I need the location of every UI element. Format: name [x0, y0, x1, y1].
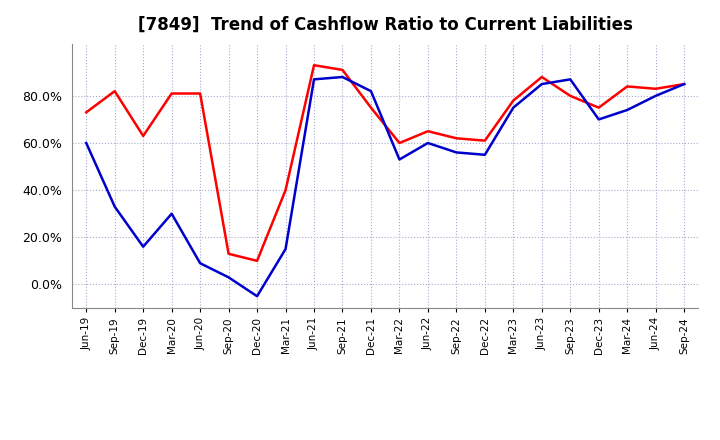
- Free CF to Current Liabilities: [537, 81, 546, 87]
- Operating CF to Current Liabilities: [282, 187, 290, 193]
- Operating CF to Current Liabilities: [537, 74, 546, 80]
- Free CF to Current Liabilities: [366, 88, 375, 94]
- Free CF to Current Liabilities: [196, 260, 204, 266]
- Operating CF to Current Liabilities: [452, 136, 461, 141]
- Operating CF to Current Liabilities: [139, 133, 148, 139]
- Free CF to Current Liabilities: [82, 140, 91, 146]
- Free CF to Current Liabilities: [225, 275, 233, 280]
- Free CF to Current Liabilities: [310, 77, 318, 82]
- Free CF to Current Liabilities: [509, 105, 518, 110]
- Operating CF to Current Liabilities: [310, 62, 318, 68]
- Free CF to Current Liabilities: [282, 246, 290, 252]
- Operating CF to Current Liabilities: [566, 93, 575, 99]
- Operating CF to Current Liabilities: [480, 138, 489, 143]
- Free CF to Current Liabilities: [338, 74, 347, 80]
- Operating CF to Current Liabilities: [623, 84, 631, 89]
- Operating CF to Current Liabilities: [680, 81, 688, 87]
- Free CF to Current Liabilities: [110, 204, 119, 209]
- Free CF to Current Liabilities: [253, 293, 261, 299]
- Free CF to Current Liabilities: [167, 211, 176, 216]
- Operating CF to Current Liabilities: [225, 251, 233, 257]
- Free CF to Current Liabilities: [139, 244, 148, 249]
- Free CF to Current Liabilities: [480, 152, 489, 158]
- Operating CF to Current Liabilities: [423, 128, 432, 134]
- Free CF to Current Liabilities: [566, 77, 575, 82]
- Title: [7849]  Trend of Cashflow Ratio to Current Liabilities: [7849] Trend of Cashflow Ratio to Curren…: [138, 16, 633, 34]
- Operating CF to Current Liabilities: [196, 91, 204, 96]
- Free CF to Current Liabilities: [395, 157, 404, 162]
- Operating CF to Current Liabilities: [338, 67, 347, 73]
- Operating CF to Current Liabilities: [395, 140, 404, 146]
- Operating CF to Current Liabilities: [82, 110, 91, 115]
- Free CF to Current Liabilities: [423, 140, 432, 146]
- Operating CF to Current Liabilities: [167, 91, 176, 96]
- Operating CF to Current Liabilities: [253, 258, 261, 264]
- Operating CF to Current Liabilities: [652, 86, 660, 92]
- Operating CF to Current Liabilities: [595, 105, 603, 110]
- Free CF to Current Liabilities: [680, 81, 688, 87]
- Line: Free CF to Current Liabilities: Free CF to Current Liabilities: [86, 77, 684, 296]
- Free CF to Current Liabilities: [452, 150, 461, 155]
- Line: Operating CF to Current Liabilities: Operating CF to Current Liabilities: [86, 65, 684, 261]
- Operating CF to Current Liabilities: [110, 88, 119, 94]
- Free CF to Current Liabilities: [652, 93, 660, 99]
- Operating CF to Current Liabilities: [366, 105, 375, 110]
- Free CF to Current Liabilities: [595, 117, 603, 122]
- Free CF to Current Liabilities: [623, 107, 631, 113]
- Operating CF to Current Liabilities: [509, 98, 518, 103]
